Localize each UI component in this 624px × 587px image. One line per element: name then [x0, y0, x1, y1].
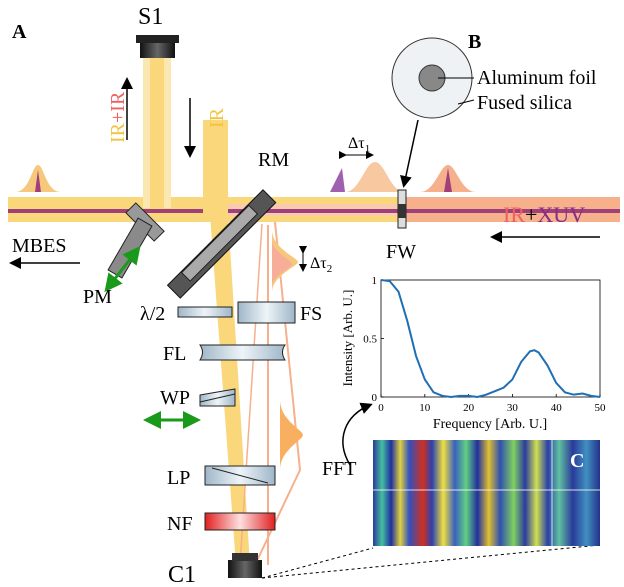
camera-s1 [136, 35, 179, 43]
x-tick-label: 50 [595, 402, 607, 414]
plot-frame [381, 280, 600, 397]
panel-label: B [468, 31, 481, 53]
figure: A B C D S1 IR+IR IR RM Δτ1 Δτ2 Aluminum … [0, 0, 624, 587]
label: C1 [168, 562, 196, 587]
fs-plate [238, 302, 295, 323]
label: S1 [138, 4, 163, 30]
y-axis-label: Intensity [Arb. U.] [340, 290, 355, 387]
label: IR+XUV [503, 202, 585, 227]
s1-core [150, 58, 164, 208]
label: Δτ2 [310, 255, 332, 275]
ir-down [203, 120, 228, 215]
label: FL [163, 343, 186, 365]
label: FS [300, 303, 322, 325]
pulse [345, 162, 405, 192]
label: FW [386, 241, 416, 263]
pm-holder [108, 218, 152, 278]
label: 1 [365, 143, 371, 155]
label: +IR [107, 91, 129, 123]
label: IR+IR [107, 91, 129, 143]
zoom-line [262, 548, 373, 578]
fw-foil [398, 204, 406, 218]
label: NF [167, 513, 193, 535]
notch-filter [205, 513, 275, 530]
label: Δτ1 [348, 135, 370, 155]
label: Fused silica [477, 92, 572, 114]
camera-s1 [140, 42, 175, 58]
label: WP [160, 387, 190, 409]
label: Δτ [348, 135, 365, 152]
x-tick-label: 10 [419, 402, 431, 414]
label: RM [258, 149, 289, 171]
half-wave-plate [178, 307, 232, 317]
label: IR [503, 202, 525, 227]
camera-c1 [228, 560, 262, 578]
label: + [525, 202, 537, 227]
x-axis-label: Frequency [Arb. U.] [433, 417, 547, 432]
x-tick-label: 0 [378, 402, 384, 414]
label: Aluminum foil [477, 67, 597, 89]
plot: Frequency [Arb. U.] Intensity [Arb. U.] … [340, 275, 606, 432]
camera-c1 [232, 553, 258, 561]
label: PM [83, 286, 112, 308]
panel-label: A [12, 21, 27, 43]
label: FFT [322, 458, 356, 480]
label: MBES [12, 235, 66, 257]
panel-label: C [570, 450, 584, 472]
label: λ/2 [140, 303, 165, 325]
camera-image [373, 440, 600, 546]
pulse [330, 168, 345, 192]
x-tick-label: 40 [551, 402, 563, 414]
x-tick-label: 20 [463, 402, 475, 414]
label: IR [206, 107, 228, 128]
label: LP [167, 467, 190, 489]
y-tick-label: 1 [372, 275, 378, 287]
zoom-line [262, 545, 600, 578]
x-tick-label: 30 [507, 402, 519, 414]
label: Δτ [310, 255, 327, 272]
sample [392, 38, 474, 185]
arrow [404, 120, 418, 185]
fft-arrow [343, 405, 370, 465]
y-tick-label: 0.5 [363, 334, 377, 346]
label: IR [107, 122, 129, 143]
y-tick-label: 0 [372, 392, 378, 404]
focusing-lens [200, 345, 285, 360]
label: XUV [537, 202, 585, 227]
label: 2 [327, 263, 333, 275]
